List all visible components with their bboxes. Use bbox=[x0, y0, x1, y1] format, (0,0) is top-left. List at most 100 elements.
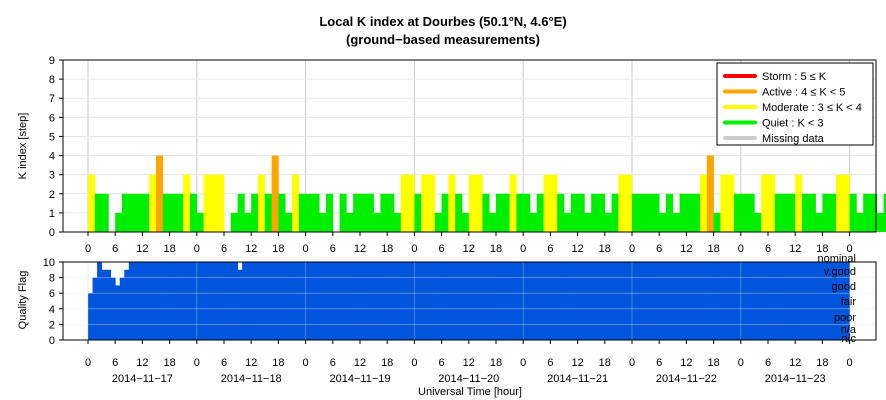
kindex-x-tick-label: 6 bbox=[439, 243, 445, 255]
quality-level-label: poor bbox=[834, 312, 856, 324]
kindex-x-tick-label: 12 bbox=[789, 243, 801, 255]
kindex-x-tick-label: 0 bbox=[520, 243, 526, 255]
kindex-bar bbox=[618, 174, 626, 232]
quality-x-tick-label: 12 bbox=[245, 357, 257, 369]
quality-bar bbox=[310, 262, 316, 340]
quality-bar bbox=[255, 262, 261, 340]
quality-bar bbox=[97, 262, 102, 340]
quality-x-tick-label: 12 bbox=[680, 357, 692, 369]
chart-subtitle: (ground−based measurements) bbox=[346, 32, 540, 47]
quality-bar bbox=[101, 269, 107, 340]
kindex-bar bbox=[530, 212, 538, 232]
quality-day-label: 2014−11−19 bbox=[330, 373, 391, 385]
quality-bar bbox=[754, 262, 760, 340]
kindex-bar bbox=[584, 212, 592, 232]
quality-bar bbox=[482, 262, 488, 340]
quality-bar bbox=[668, 262, 674, 340]
quality-bar bbox=[727, 262, 733, 340]
quality-bar bbox=[192, 262, 198, 340]
quality-bar bbox=[432, 262, 438, 340]
kindex-y-tick-label: 7 bbox=[49, 93, 55, 105]
kindex-bar bbox=[842, 174, 850, 232]
quality-bar bbox=[813, 262, 819, 340]
quality-bar bbox=[106, 269, 112, 340]
kindex-bar bbox=[421, 174, 429, 232]
kindex-bar bbox=[278, 193, 286, 232]
kindex-bar bbox=[863, 193, 871, 232]
quality-bar bbox=[663, 262, 669, 340]
kindex-bar bbox=[768, 174, 776, 232]
kindex-bar bbox=[632, 193, 640, 232]
kindex-bar bbox=[149, 174, 157, 232]
quality-bar bbox=[341, 262, 347, 340]
quality-bar bbox=[718, 262, 724, 340]
quality-bar bbox=[251, 262, 257, 340]
quality-bar bbox=[749, 262, 755, 340]
quality-bar bbox=[681, 262, 687, 340]
kindex-x-tick-label: 18 bbox=[163, 243, 175, 255]
kindex-bar bbox=[856, 212, 864, 232]
kindex-y-tick-label: 8 bbox=[49, 74, 55, 86]
kindex-y-tick-label: 2 bbox=[49, 189, 55, 201]
quality-bar bbox=[409, 262, 415, 340]
kindex-bar bbox=[557, 193, 565, 232]
kindex-bar bbox=[808, 193, 816, 232]
kindex-plot-frame bbox=[62, 59, 877, 233]
quality-bar bbox=[786, 262, 792, 340]
kindex-bar bbox=[258, 174, 266, 232]
kindex-bar bbox=[285, 212, 293, 232]
kindex-y-tick-label: 3 bbox=[49, 170, 55, 182]
kindex-bar bbox=[162, 193, 170, 232]
kindex-bar bbox=[115, 212, 123, 232]
quality-bar bbox=[795, 262, 801, 340]
kindex-bar bbox=[210, 174, 218, 232]
quality-bar bbox=[641, 262, 646, 340]
quality-bar bbox=[831, 262, 837, 340]
quality-bar bbox=[591, 262, 597, 340]
kindex-bar bbox=[870, 193, 878, 232]
quality-day-label: 2014−11−18 bbox=[221, 373, 282, 385]
kindex-x-tick-label: 18 bbox=[707, 243, 719, 255]
kindex-bar bbox=[795, 174, 803, 232]
kindex-bar bbox=[475, 174, 483, 232]
quality-bar bbox=[582, 262, 588, 340]
kindex-x-tick-label: 6 bbox=[547, 243, 553, 255]
kindex-bar bbox=[523, 193, 531, 232]
quality-bar bbox=[636, 262, 642, 340]
quality-x-tick-label: 6 bbox=[112, 357, 118, 369]
kindex-bar bbox=[686, 193, 694, 232]
quality-bar bbox=[328, 262, 334, 340]
quality-bar bbox=[568, 262, 574, 340]
quality-bar bbox=[491, 262, 497, 340]
quality-bar bbox=[228, 262, 234, 340]
kindex-bar bbox=[802, 193, 810, 232]
kindex-bar bbox=[543, 174, 551, 232]
quality-bar bbox=[273, 262, 279, 340]
quality-bar bbox=[323, 262, 329, 340]
quality-bar bbox=[464, 262, 470, 340]
quality-bar bbox=[437, 262, 442, 340]
quality-bar bbox=[337, 262, 343, 340]
kindex-bar bbox=[509, 174, 517, 232]
quality-bar bbox=[156, 262, 161, 340]
quality-bar bbox=[745, 262, 751, 340]
quality-level-label: nominal bbox=[817, 253, 856, 265]
quality-y-tick-label: 0 bbox=[49, 335, 55, 347]
kindex-bar bbox=[516, 193, 524, 232]
quality-bar bbox=[573, 262, 578, 340]
quality-bar bbox=[205, 262, 211, 340]
kindex-bar bbox=[94, 193, 102, 232]
kindex-bar bbox=[829, 193, 837, 232]
kindex-bar bbox=[659, 212, 667, 232]
quality-x-tick-label: 0 bbox=[520, 357, 526, 369]
quality-bar bbox=[758, 262, 764, 340]
quality-y-axis-label: Quality Flag bbox=[17, 271, 29, 330]
quality-x-tick-label: 0 bbox=[303, 357, 309, 369]
quality-bar bbox=[160, 262, 166, 340]
kindex-bar bbox=[754, 212, 762, 232]
quality-bar bbox=[632, 262, 637, 340]
kindex-bar bbox=[761, 174, 769, 232]
kindex-bar bbox=[122, 193, 130, 232]
kindex-bar bbox=[462, 212, 470, 232]
kindex-bar bbox=[781, 193, 789, 232]
